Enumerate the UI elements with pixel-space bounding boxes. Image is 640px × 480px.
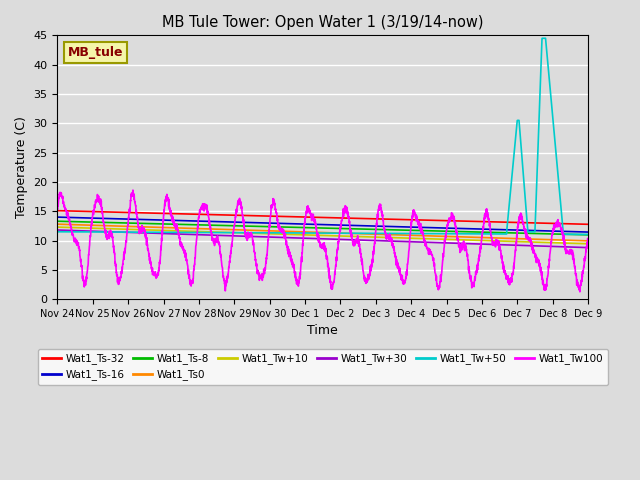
Wat1_Ts-16 bbox=[114, 216, 122, 222]
Wat1_Ts0 bbox=[516, 236, 524, 241]
Wat1_Tw+10 bbox=[145, 227, 153, 233]
Line: Wat1_Tw+50: Wat1_Tw+50 bbox=[58, 38, 588, 234]
Wat1_Tw+50 bbox=[574, 231, 582, 237]
Line: Wat1_Tw+10: Wat1_Tw+10 bbox=[58, 227, 588, 244]
Legend: Wat1_Ts-32, Wat1_Ts-16, Wat1_Ts-8, Wat1_Ts0, Wat1_Tw+10, Wat1_Tw+30, Wat1_Tw+50,: Wat1_Ts-32, Wat1_Ts-16, Wat1_Ts-8, Wat1_… bbox=[38, 349, 608, 384]
Wat1_Tw+30 bbox=[145, 230, 153, 236]
Wat1_Ts-16 bbox=[54, 214, 61, 220]
Wat1_Ts-32 bbox=[257, 213, 265, 219]
Wat1_Tw+30 bbox=[573, 244, 581, 250]
Wat1_Ts-32 bbox=[114, 209, 122, 215]
Wat1_Tw+10 bbox=[114, 226, 122, 232]
Line: Wat1_Ts0: Wat1_Ts0 bbox=[58, 224, 588, 241]
Wat1_Tw+50 bbox=[280, 230, 288, 236]
Wat1_Ts-8 bbox=[257, 224, 265, 229]
Wat1_Ts-16 bbox=[145, 217, 153, 223]
Wat1_Tw100 bbox=[516, 215, 524, 220]
Wat1_Tw100 bbox=[129, 187, 137, 193]
Wat1_Tw+50 bbox=[584, 231, 592, 237]
Text: MB_tule: MB_tule bbox=[68, 46, 124, 59]
Wat1_Ts0 bbox=[257, 228, 265, 233]
Wat1_Ts-32 bbox=[280, 214, 288, 219]
Wat1_Tw+30 bbox=[257, 234, 265, 240]
Wat1_Ts0 bbox=[280, 228, 288, 234]
Wat1_Ts-8 bbox=[114, 220, 122, 226]
Title: MB Tule Tower: Open Water 1 (3/19/14-now): MB Tule Tower: Open Water 1 (3/19/14-now… bbox=[162, 15, 483, 30]
Wat1_Tw100 bbox=[584, 238, 592, 244]
Wat1_Ts0 bbox=[54, 221, 61, 227]
Wat1_Tw100 bbox=[114, 276, 122, 282]
Wat1_Ts-16 bbox=[516, 228, 524, 233]
Wat1_Tw+50 bbox=[145, 229, 153, 235]
Line: Wat1_Ts-8: Wat1_Ts-8 bbox=[58, 221, 588, 235]
Wat1_Tw+50 bbox=[114, 229, 122, 235]
Wat1_Ts-32 bbox=[145, 210, 153, 216]
Wat1_Tw+30 bbox=[114, 229, 122, 235]
Wat1_Tw+10 bbox=[257, 230, 265, 236]
Wat1_Tw100 bbox=[576, 289, 584, 295]
Line: Wat1_Tw100: Wat1_Tw100 bbox=[58, 190, 588, 292]
Wat1_Tw+50 bbox=[516, 135, 524, 141]
Line: Wat1_Ts-32: Wat1_Ts-32 bbox=[58, 211, 588, 224]
Wat1_Tw+30 bbox=[54, 227, 61, 233]
Wat1_Ts-32 bbox=[573, 221, 581, 227]
Wat1_Ts0 bbox=[145, 224, 153, 230]
Wat1_Ts0 bbox=[573, 238, 581, 243]
Wat1_Tw100 bbox=[146, 258, 154, 264]
Wat1_Ts-8 bbox=[516, 230, 524, 236]
Wat1_Tw100 bbox=[280, 235, 288, 240]
Wat1_Tw100 bbox=[257, 273, 265, 278]
Wat1_Tw+10 bbox=[516, 239, 524, 244]
Line: Wat1_Tw+30: Wat1_Tw+30 bbox=[58, 230, 588, 248]
Wat1_Tw+50 bbox=[538, 36, 546, 41]
Wat1_Ts-32 bbox=[516, 220, 524, 226]
Wat1_Tw+10 bbox=[584, 241, 592, 247]
Wat1_Tw+10 bbox=[573, 240, 581, 246]
Y-axis label: Temperature (C): Temperature (C) bbox=[15, 116, 28, 218]
Wat1_Ts-8 bbox=[54, 218, 61, 224]
Wat1_Ts-8 bbox=[573, 232, 581, 238]
Wat1_Ts0 bbox=[584, 238, 592, 244]
Wat1_Tw+30 bbox=[584, 245, 592, 251]
Wat1_Ts-16 bbox=[584, 229, 592, 235]
Wat1_Tw+10 bbox=[54, 224, 61, 230]
Wat1_Ts-32 bbox=[584, 221, 592, 227]
Wat1_Ts-16 bbox=[280, 221, 288, 227]
Wat1_Ts-8 bbox=[280, 224, 288, 230]
Wat1_Ts-8 bbox=[584, 232, 592, 238]
Wat1_Tw+50 bbox=[257, 230, 265, 236]
Wat1_Tw+50 bbox=[54, 229, 61, 235]
Wat1_Tw+30 bbox=[280, 235, 288, 240]
Wat1_Tw+30 bbox=[516, 242, 524, 248]
Wat1_Ts-16 bbox=[257, 220, 265, 226]
Wat1_Tw100 bbox=[574, 280, 582, 286]
Wat1_Tw+10 bbox=[280, 231, 288, 237]
Wat1_Ts-16 bbox=[573, 229, 581, 235]
Wat1_Tw100 bbox=[54, 206, 61, 212]
Wat1_Ts-8 bbox=[145, 221, 153, 227]
Wat1_Ts-32 bbox=[54, 208, 61, 214]
Line: Wat1_Ts-16: Wat1_Ts-16 bbox=[58, 217, 588, 232]
Wat1_Ts0 bbox=[114, 223, 122, 229]
X-axis label: Time: Time bbox=[307, 324, 338, 337]
